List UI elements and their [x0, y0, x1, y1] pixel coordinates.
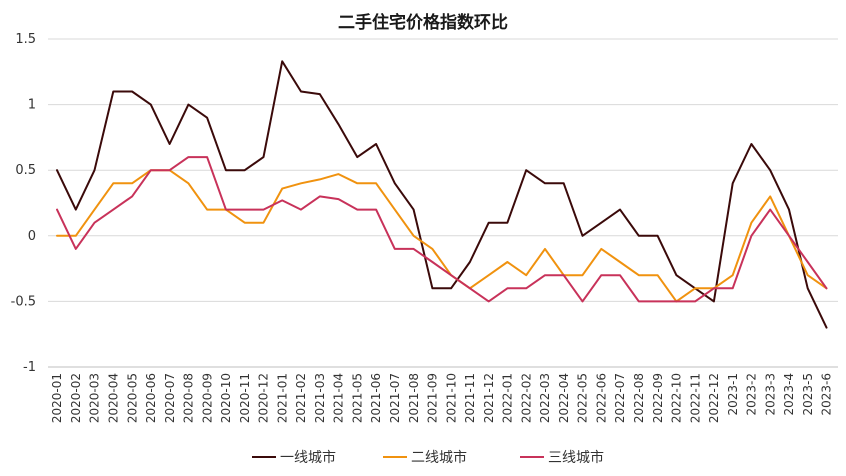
x-tick-label: 2022-02: [519, 373, 533, 423]
y-axis-ticks: 1.5 1 0.5 0 -0.5 -1: [11, 32, 36, 375]
x-tick-label: 2021-01: [275, 373, 289, 423]
x-tick-label: 2023-5: [801, 373, 815, 416]
series-line-3: [56, 156, 828, 303]
x-tick-label: 2021-06: [369, 373, 383, 423]
y-tick-label: 0: [28, 229, 36, 244]
x-tick-label: 2020-02: [69, 373, 83, 423]
grid-lines: [48, 38, 838, 302]
y-tick-label: -0.5: [11, 294, 36, 309]
x-tick-label: 2022-05: [576, 373, 590, 423]
x-tick-label: 2023-3: [763, 373, 777, 416]
x-axis-ticks: 2020-01 2020-02 2020-03 2020-04 2020-05 2020-…: [50, 373, 834, 423]
x-tick-label: 2022-10: [670, 373, 684, 423]
legend-label: 二线城市: [411, 449, 467, 466]
x-tick-label: 2020-11: [238, 373, 252, 423]
x-tick-label: 2020-08: [182, 373, 196, 423]
x-tick-label: 2021-05: [350, 373, 364, 423]
y-tick-label: 1.5: [15, 32, 36, 47]
x-tick-label: 2023-2: [745, 373, 759, 416]
legend-label: 一线城市: [280, 449, 336, 466]
x-tick-label: 2020-12: [257, 373, 271, 423]
x-tick-label: 2020-06: [144, 373, 158, 423]
x-tick-label: 2021-04: [332, 373, 346, 423]
x-tick-label: 2020-01: [50, 373, 64, 423]
y-tick-label: 0.5: [15, 163, 36, 178]
legend-label: 三线城市: [548, 449, 604, 466]
x-tick-label: 2022-04: [557, 373, 571, 423]
series-line-1: [56, 60, 828, 329]
x-tick-label: 2021-10: [444, 373, 458, 423]
x-tick-label: 2022-03: [538, 373, 552, 423]
series-lines: [56, 60, 828, 329]
x-tick-label: 2020-10: [219, 373, 233, 423]
x-tick-label: 2021-02: [294, 373, 308, 423]
x-tick-label: 2020-05: [125, 373, 139, 423]
x-tick-label: 2022-01: [501, 373, 515, 423]
x-tick-label: 2021-03: [313, 373, 327, 423]
x-tick-label: 2022-12: [707, 373, 721, 423]
x-tick-label: 2023-1: [726, 373, 740, 416]
x-tick-label: 2020-04: [107, 373, 121, 423]
y-tick-label: -1: [23, 360, 36, 375]
x-tick-label: 2020-09: [200, 373, 214, 423]
x-tick-label: 2022-11: [688, 373, 702, 423]
x-tick-label: 2022-07: [613, 373, 627, 423]
y-tick-label: 1: [28, 98, 36, 113]
series-line-2: [56, 169, 828, 303]
x-tick-label: 2021-11: [463, 373, 477, 423]
x-tick-label: 2022-09: [651, 373, 665, 423]
x-tick-label: 2022-08: [632, 373, 646, 423]
x-tick-label: 2020-03: [88, 373, 102, 423]
x-tick-label: 2020-07: [163, 373, 177, 423]
x-tick-label: 2021-09: [426, 373, 440, 423]
x-tick-label: 2023-6: [820, 373, 834, 416]
x-tick-label: 2021-08: [407, 373, 421, 423]
x-tick-label: 2021-07: [388, 373, 402, 423]
chart-title: 二手住宅价格指数环比: [338, 12, 508, 33]
legend: 一线城市 二线城市 三线城市: [252, 449, 604, 466]
x-tick-label: 2022-06: [594, 373, 608, 423]
x-tick-label: 2023-4: [782, 373, 796, 416]
x-tick-label: 2021-12: [482, 373, 496, 423]
